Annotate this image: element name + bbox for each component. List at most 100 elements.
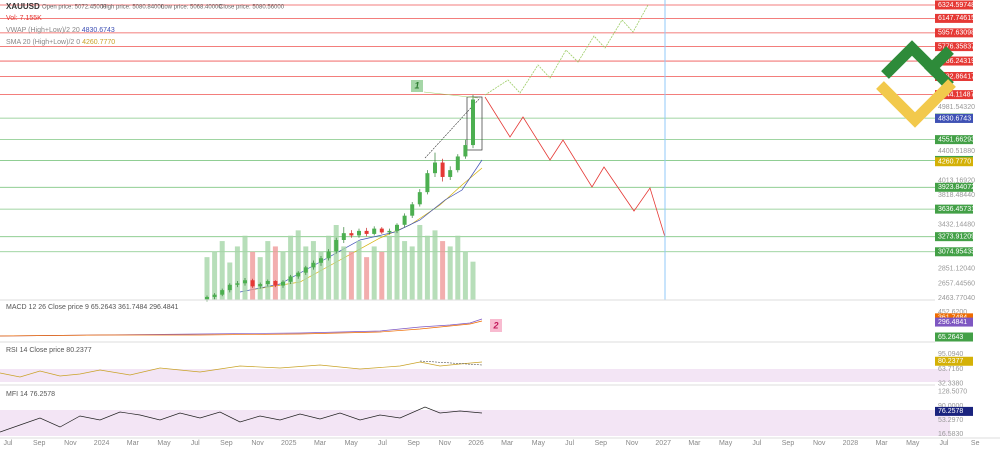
vwap-value: 4830.6743 [82, 27, 115, 34]
volume-bar [234, 246, 240, 300]
price-label: 16.5830 [938, 431, 963, 438]
price-label: 4400.51880 [938, 148, 975, 155]
volume-bar [280, 251, 286, 300]
price-label: 5776.35837 [938, 43, 975, 50]
price-label: 4260.7770 [938, 159, 971, 166]
x-tick-label: 2025 [281, 440, 297, 447]
candle-body [288, 276, 293, 282]
price-label: 2463.77040 [938, 295, 975, 302]
mfi-line [0, 406, 483, 433]
price-tag [935, 71, 973, 81]
low-price: Low price: 5068.40000 [161, 5, 222, 11]
candle-body [402, 215, 407, 225]
price-label: 6147.74615 [938, 15, 975, 22]
price-label: 5144.11487 [938, 91, 975, 98]
volume-bar [402, 241, 408, 300]
candle-body [334, 240, 339, 252]
volume-bar [394, 230, 400, 300]
price-label: 6324.59748 [938, 2, 975, 9]
x-tick-label: Mar [314, 440, 327, 447]
price-label: 5586.24319 [938, 58, 975, 65]
price-tag [935, 113, 973, 123]
close-price: Close price: 5080.56000 [219, 5, 285, 11]
logo [876, 40, 956, 128]
volume-bar [333, 225, 339, 300]
price-label: 4551.66293 [938, 136, 975, 143]
x-tick-label: Nov [626, 440, 639, 447]
price-label: 63.7160 [938, 366, 963, 373]
time-axis: Jul Sep Nov 2024 Mar May Jul Sep Nov 2025 Mar May Ju… [4, 440, 980, 447]
x-tick-label: Sep [33, 440, 46, 447]
candle-body [440, 162, 445, 177]
mfi-label: MFI 14 76.2578 [6, 391, 55, 398]
x-tick-label: May [906, 440, 920, 447]
candle-body [296, 272, 301, 277]
candle-body [303, 267, 308, 273]
bear-projection [484, 96, 666, 238]
candle-body [471, 99, 475, 146]
price-tag [935, 332, 973, 342]
signal-line [0, 320, 483, 337]
candle-body [425, 173, 430, 193]
price-tag [935, 157, 973, 167]
x-tick-label: Jul [940, 440, 949, 447]
symbol: XAUUSD [6, 2, 40, 11]
volume-bar [204, 257, 210, 300]
open-price: Open price: 5072.45000 [42, 5, 107, 11]
candle-body [417, 192, 422, 205]
volume-bar [371, 246, 377, 300]
x-tick-label: 2026 [468, 440, 484, 447]
price-label: 3432.14480 [938, 221, 975, 228]
candles [204, 94, 476, 302]
volume-bar [272, 246, 278, 300]
price-label: 296.4841 [938, 319, 967, 326]
price-tag [935, 0, 973, 10]
volume-bar [318, 251, 324, 300]
sma-value: 4260.7770 [82, 39, 115, 46]
x-tick-label: Jul [752, 440, 761, 447]
price-label: 2851.12040 [938, 266, 975, 273]
candle-body [311, 262, 316, 268]
candle-body [349, 233, 354, 236]
candle-body [448, 170, 453, 177]
candle-body [463, 145, 468, 157]
selection-box [466, 96, 483, 151]
x-tick-label: May [719, 440, 733, 447]
mfi-band [0, 410, 950, 436]
x-tick-label: Sep [220, 440, 233, 447]
x-tick-label: Mar [501, 440, 514, 447]
volume-bar [341, 246, 347, 300]
volume-bar [265, 241, 271, 300]
x-tick-label: Mar [127, 440, 140, 447]
price-label: 76.2578 [938, 408, 963, 415]
volume-bar [447, 246, 453, 300]
annotation: 2 [492, 320, 498, 330]
candle-body [341, 233, 346, 240]
volume-bar [440, 241, 446, 300]
candle-body [395, 224, 399, 231]
price-label: 53.2970 [938, 417, 963, 424]
candle-body [220, 290, 225, 295]
volume-bar [364, 257, 370, 300]
volume-bar [470, 261, 476, 300]
candle-body [326, 251, 331, 259]
sma-name: SMA 20 (High+Low)/2 0 [6, 39, 80, 46]
price-label: 3273.91209 [938, 234, 975, 241]
candle-body [387, 230, 392, 233]
macd-label: MACD 12 26 Close price 9 65.2643 361.748… [6, 304, 179, 311]
volume-bar [219, 241, 225, 300]
price-tag [935, 317, 973, 327]
price-label: 65.2643 [938, 334, 963, 341]
price-label: 3636.45731 [938, 206, 975, 213]
candle-body [243, 280, 247, 284]
candle-body [410, 204, 415, 216]
x-tick-label: Jul [565, 440, 574, 447]
x-tick-label: 2024 [94, 440, 110, 447]
price-label: 3074.95435 [938, 249, 975, 256]
candle-body [250, 280, 255, 287]
x-tick-label: Jul [191, 440, 200, 447]
candle-body [235, 283, 240, 285]
price-label: 128.5070 [938, 388, 967, 395]
annotation: 1 [414, 80, 419, 90]
price-tag [935, 182, 973, 192]
